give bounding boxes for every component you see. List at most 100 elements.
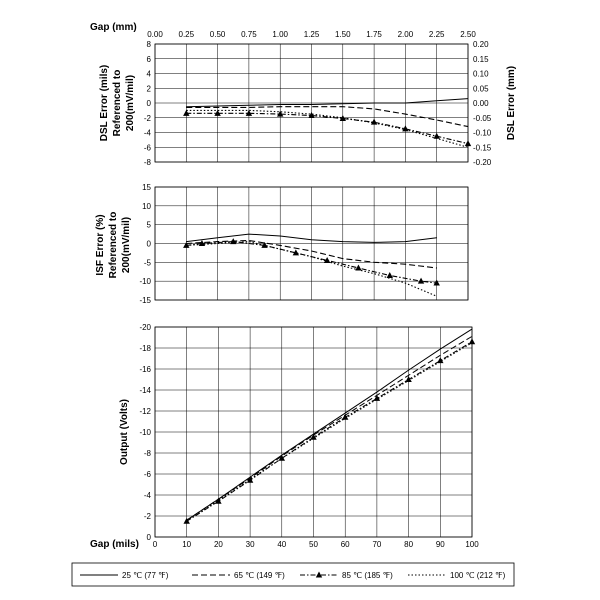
dsl-series-line-3 [186,109,469,148]
output-ytick-label: -8 [144,449,152,458]
dsl-top-xtick-label: 1.75 [366,30,382,39]
output-ytick-label: -14 [139,386,151,395]
dsl-top-xtick-label: 2.00 [398,30,414,39]
dsl-ytick-label: -8 [144,158,152,167]
output-xtick-label: 30 [246,540,255,549]
dsl-right-ytick-label: -0.15 [473,143,492,152]
output-triangle-marker [215,497,222,504]
output-series-line-1 [186,335,473,521]
isf-ytick-label: -15 [139,296,151,305]
isf-ylabel-line-3: 200(mV/mil) [121,217,132,273]
dsl-triangle-marker [464,140,472,147]
dsl-ytick-label: -4 [144,129,152,138]
output-frame [154,326,473,538]
output-xtick-label: 0 [153,540,158,549]
output-triangle-marker [405,376,412,382]
output-ytick-label: -12 [139,407,151,416]
dsl-ytick-label: 6 [147,55,152,64]
output-xtick-label: 20 [214,540,223,549]
output-triangle-marker [246,476,254,483]
isf-ytick-label: 5 [147,221,152,230]
output-series-line-3 [186,342,473,522]
output-triangle-marker [310,433,317,440]
dsl-right-ytick-label: 0.05 [473,84,489,93]
output-triangle-marker [468,338,476,345]
isf-triangle-marker [230,238,237,245]
legend-label-0: 25 ℃ (77 ℉) [122,571,169,580]
isf-ytick-label: -10 [139,277,151,286]
dsl-ytick-label: 4 [147,70,152,79]
isf-triangle-marker [355,264,362,271]
dsl-series-line-0 [186,98,469,108]
dsl-top-xtick-label: 2.25 [429,30,445,39]
dsl-ylabel-line-3: 200(mV/mil) [125,75,136,131]
dsl-right-ytick-label: -0.05 [473,114,492,123]
isf-triangle-marker [386,272,393,279]
legend: 25 ℃ (77 ℉) 65 ℃ (149 ℉) 85 ℃ (185 ℉) 100 ℃… [71,562,515,587]
isf-series-line-1 [186,239,437,269]
output-triangle-marker [373,394,381,401]
dsl-triangle-marker [402,125,409,132]
isf-triangle-marker [261,241,268,248]
dsl-triangle-marker [214,109,221,116]
output-xtick-label: 50 [309,540,318,549]
output-panel: Output (Volts) Gap (mils) -20-18-16-14-1… [90,323,479,550]
output-triangle-marker [342,413,349,420]
legend-label-3: 100 ℃ (212 ℉) [450,571,506,580]
dsl-triangle-marker [183,109,190,116]
legend-triangle-marker [315,571,323,578]
dsl-top-xtick-label: 0.50 [210,30,226,39]
dsl-triangle-marker [308,112,315,119]
legend-label-2: 85 ℃ (185 ℉) [342,571,393,580]
dsl-ytick-label: -2 [144,114,152,123]
legend-label-1: 65 ℃ (149 ℉) [234,571,285,580]
output-xtick-label: 10 [182,540,191,549]
dsl-top-xtick-label: 2.50 [460,30,476,39]
dsl-right-ytick-label: 0.00 [473,99,489,108]
dsl-top-xtick-label: 0.75 [241,30,257,39]
output-xtick-label: 40 [277,540,286,549]
dsl-top-xtick-label: 1.50 [335,30,351,39]
dsl-ytick-label: -6 [144,143,152,152]
dsl-top-xtick-label: 0.00 [147,30,163,39]
output-ytick-label: -18 [139,344,151,353]
isf-series-line-3 [186,241,437,297]
output-ytick-label: -2 [144,512,152,521]
output-xtick-label: 90 [436,540,445,549]
output-ytick-label: -10 [139,428,151,437]
output-triangle-marker [437,357,444,364]
isf-frame [154,186,469,301]
dsl-triangle-marker [277,110,284,117]
dsl-right-ytick-label: -0.20 [473,158,492,167]
dsl-error-panel: Gap (mm) DSL Error (mils) Referenced to … [90,22,517,167]
dsl-right-ytick-label: 0.10 [473,70,489,79]
output-xtick-label: 60 [341,540,350,549]
output-xtick-label: 70 [372,540,381,549]
isf-triangle-marker [433,279,440,286]
dsl-top-xtick-label: 0.25 [179,30,195,39]
dsl-top-xtick-label: 1.25 [304,30,320,39]
output-ytick-label: -20 [139,323,151,332]
top-x-axis-title: Gap (mm) [90,22,137,33]
dsl-right-ytick-label: -0.10 [473,129,492,138]
isf-ylabel-line-1: ISF Error (%) [95,214,106,275]
isf-error-panel: ISF Error (%) Referenced to 200(mV/mil) … [95,183,469,305]
dsl-triangle-marker [339,114,346,121]
dsl-triangle-marker [245,109,253,116]
legend-box [71,562,515,587]
dsl-right-ylabel: DSL Error (mm) [506,66,517,140]
output-ylabel: Output (Volts) [119,399,130,465]
isf-ytick-label: 0 [147,240,152,249]
output-ytick-label: -6 [144,470,152,479]
dsl-ytick-label: 8 [147,40,152,49]
isf-series-line-0 [186,233,437,243]
bottom-x-axis-title: Gap (mils) [90,539,139,550]
isf-triangle-marker [292,249,300,256]
dsl-series-line-1 [186,106,469,128]
dsl-ylabel-line-1: DSL Error (mils) [99,65,110,142]
dsl-ytick-label: 0 [147,99,152,108]
dsl-ytick-label: 2 [147,84,152,93]
output-ytick-label: 0 [147,533,152,542]
isf-ytick-label: 15 [142,183,151,192]
